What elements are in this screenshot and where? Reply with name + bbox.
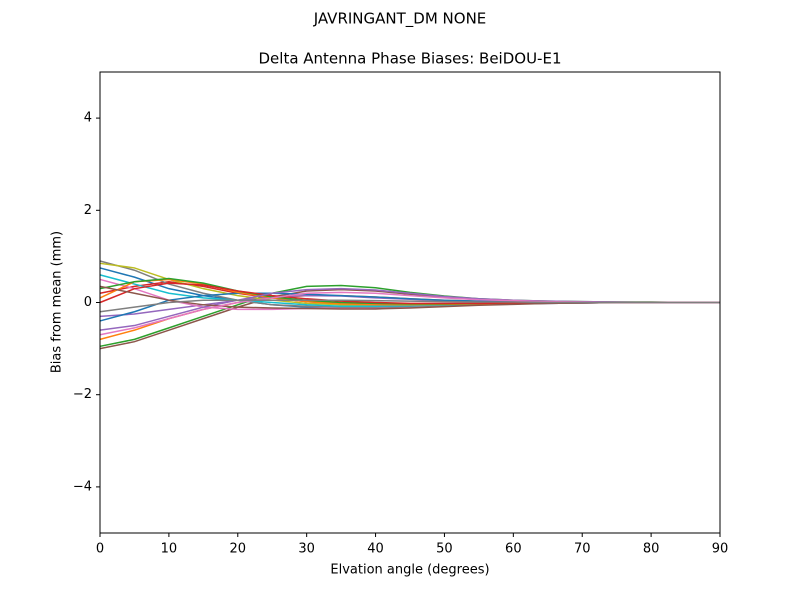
x-tick-label: 10: [161, 542, 178, 557]
x-tick-label: 50: [436, 542, 453, 557]
x-tick-label: 90: [712, 542, 729, 557]
y-tick-label: 2: [84, 203, 92, 218]
y-tick-label: −4: [73, 479, 92, 494]
chart-title: Delta Antenna Phase Biases: BeiDOU-E1: [259, 50, 562, 68]
series-line: [99, 299, 720, 313]
x-tick-label: 0: [96, 542, 104, 557]
x-tick-label: 40: [367, 542, 384, 557]
x-tick-label: 60: [505, 542, 522, 557]
suptitle: JAVRINGANT_DM NONE: [313, 10, 487, 29]
y-tick-label: 0: [84, 295, 92, 310]
x-tick-label: 70: [574, 542, 591, 557]
x-tick-label: 30: [298, 542, 315, 557]
y-tick-label: −2: [73, 387, 92, 402]
x-axis-label: Elvation angle (degrees): [330, 563, 489, 578]
y-axis-label: Bias from mean (mm): [50, 231, 65, 373]
x-tick-label: 20: [230, 542, 247, 557]
x-tick-label: 80: [643, 542, 660, 557]
y-tick-label: 4: [84, 111, 92, 126]
plot-area: [99, 260, 720, 350]
